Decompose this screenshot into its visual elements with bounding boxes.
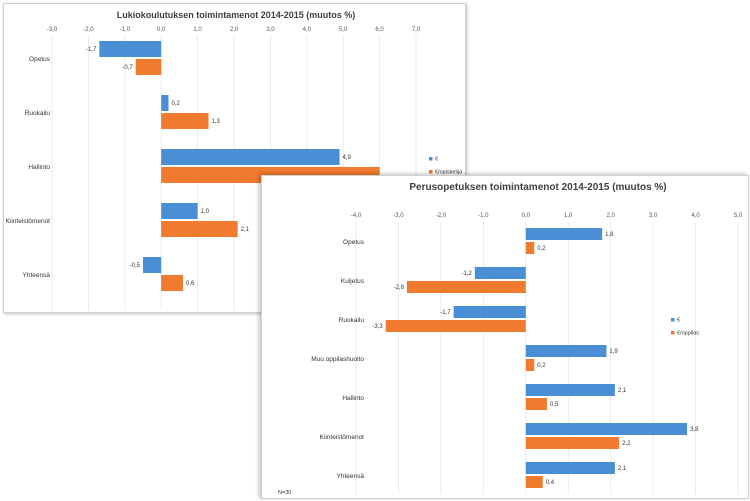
data-label: 0,2	[537, 363, 546, 369]
x-tick-label: 4,0	[303, 27, 312, 33]
bar-euro	[143, 257, 162, 273]
chart-note: N=30	[278, 490, 291, 496]
chart-title: Lukiokoulutuksen toimintamenot 2014-2015…	[117, 10, 356, 20]
legend-swatch	[671, 331, 675, 335]
data-label: 2,1	[618, 466, 627, 472]
data-label: 3,8	[690, 427, 699, 433]
bar-per-capita	[525, 437, 620, 449]
bar-euro	[453, 306, 526, 318]
x-tick-label: 5,0	[734, 213, 743, 219]
category-label: Kuljetus	[341, 278, 365, 285]
category-label: Opetus	[29, 56, 51, 63]
category-label: Opetus	[343, 239, 365, 246]
x-tick-label: -2,0	[436, 213, 447, 219]
x-tick-label: -3,0	[47, 27, 58, 33]
data-label: 1,3	[212, 119, 221, 125]
bar-euro	[525, 384, 615, 396]
data-label: 0,2	[537, 246, 546, 252]
x-tick-label: 6,0	[375, 27, 384, 33]
category-label: Yhteensä	[23, 272, 51, 279]
legend-swatch	[429, 170, 433, 174]
bar-euro	[525, 345, 607, 357]
x-tick-label: -1,0	[120, 27, 131, 33]
data-label: 1,0	[201, 209, 210, 215]
data-label: -3,3	[372, 324, 383, 330]
data-label: 1,8	[605, 232, 614, 238]
category-label: Ruokailu	[339, 317, 365, 324]
legend-label: €/opiskelija	[435, 170, 463, 176]
bar-euro	[474, 267, 526, 279]
bar-euro	[161, 149, 340, 165]
bar-per-capita	[525, 359, 535, 371]
bar-per-capita	[525, 398, 547, 410]
bar-euro	[161, 203, 198, 219]
legend-label: €/oppilas	[677, 331, 699, 337]
x-tick-label: -3,0	[393, 213, 404, 219]
category-label: Muu oppilashuolto	[311, 356, 364, 363]
x-tick-label: -1,0	[478, 213, 489, 219]
bar-per-capita	[161, 113, 209, 129]
data-label: -1,2	[462, 271, 473, 277]
x-tick-label: 1,0	[193, 27, 202, 33]
bar-euro	[525, 228, 603, 240]
data-label: -2,8	[394, 285, 405, 291]
chart-perusopetus: Perusopetuksen toimintamenot 2014-2015 (…	[261, 175, 749, 499]
legend-label: €	[677, 318, 680, 324]
x-tick-label: 0,0	[157, 27, 166, 33]
data-label: 4,9	[343, 155, 352, 161]
data-label: 0,5	[550, 402, 559, 408]
bar-per-capita	[385, 320, 526, 332]
x-tick-label: -4,0	[351, 213, 362, 219]
data-label: 0,6	[186, 281, 195, 287]
category-label: Kiinteistömenot	[6, 218, 51, 225]
x-tick-label: 3,0	[649, 213, 658, 219]
bar-per-capita	[525, 242, 535, 254]
x-tick-label: 1,0	[564, 213, 573, 219]
category-label: Hallinto	[342, 395, 364, 402]
legend-swatch	[429, 157, 433, 161]
x-tick-label: 4,0	[691, 213, 700, 219]
x-tick-label: 0,0	[522, 213, 531, 219]
bar-per-capita	[135, 59, 162, 75]
category-label: Yhteensä	[337, 473, 365, 480]
data-label: -0,7	[122, 65, 133, 71]
x-tick-label: 2,0	[230, 27, 239, 33]
x-tick-label: 7,0	[412, 27, 421, 33]
bar-euro	[525, 462, 615, 474]
bar-euro	[99, 41, 162, 57]
data-label: 2,1	[241, 227, 250, 233]
category-label: Kiinteistömenot	[320, 434, 365, 441]
x-tick-label: 2,0	[606, 213, 615, 219]
data-label: 2,1	[618, 388, 627, 394]
chart-title: Perusopetuksen toimintamenot 2014-2015 (…	[409, 182, 666, 193]
bar-euro	[161, 95, 169, 111]
category-label: Ruokailu	[25, 110, 51, 117]
bar-euro	[525, 423, 688, 435]
data-label: -0,5	[130, 263, 141, 269]
data-label: -1,7	[440, 310, 451, 316]
x-tick-label: 3,0	[266, 27, 275, 33]
x-tick-label: -2,0	[83, 27, 94, 33]
chart-perusopetus-svg: Perusopetuksen toimintamenot 2014-2015 (…	[278, 182, 743, 496]
data-label: -1,7	[86, 47, 97, 53]
bar-per-capita	[525, 476, 543, 488]
data-label: 0,4	[546, 480, 555, 486]
legend-label: €	[435, 157, 438, 163]
data-label: 2,2	[622, 441, 631, 447]
data-label: 0,2	[171, 101, 180, 107]
data-label: 1,9	[609, 349, 618, 355]
bar-per-capita	[406, 281, 526, 293]
category-label: Hallinto	[28, 164, 50, 171]
x-tick-label: 5,0	[339, 27, 348, 33]
bar-per-capita	[161, 275, 184, 291]
bar-per-capita	[161, 221, 238, 237]
legend-swatch	[671, 318, 675, 322]
